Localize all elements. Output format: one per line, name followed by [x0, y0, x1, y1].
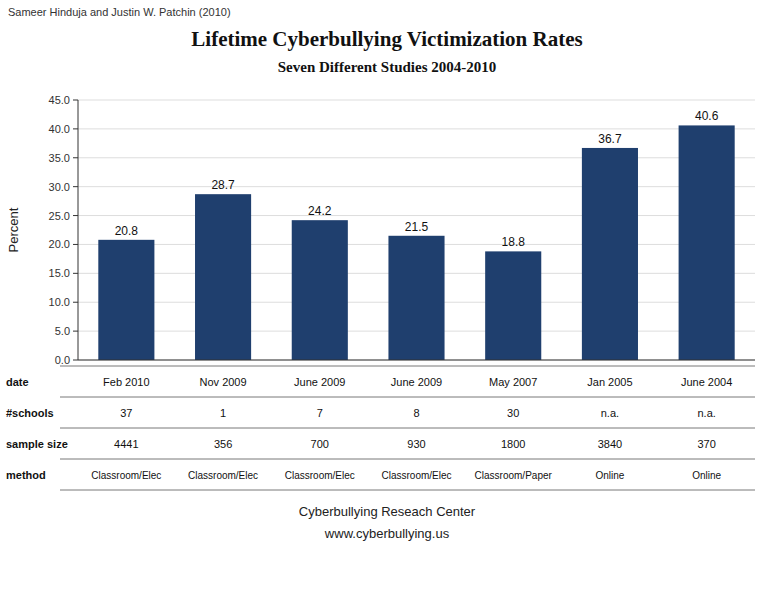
y-axis-line: [78, 100, 79, 360]
tick-label: 35.0: [49, 152, 70, 164]
tick-label: 5.0: [55, 325, 70, 337]
table-cell: 370: [697, 438, 715, 450]
table-cell: n.a.: [697, 407, 715, 419]
table-row-label: date: [6, 376, 29, 388]
tick-label: 45.0: [49, 94, 70, 106]
data-label: 20.8: [115, 224, 139, 238]
table: date Feb 2010 Nov 2009 June 2009 June 2009 Ma…: [6, 366, 755, 490]
data-label: 36.7: [598, 132, 622, 146]
table-cell: 7: [317, 407, 323, 419]
table-row-label: sample size: [6, 438, 68, 450]
y-axis: 0.0 5.0 10.0 15.0 20.0 25.0 30.0 35.0 40.0 45.0: [49, 94, 755, 366]
table-cell: 37: [120, 407, 132, 419]
tick-mark: [73, 360, 78, 361]
tick-mark: [73, 244, 78, 245]
bar: [485, 251, 541, 360]
bar: [292, 220, 348, 360]
table-rule: [60, 490, 755, 491]
grid-line: [78, 360, 755, 361]
data-label: 28.7: [211, 178, 235, 192]
category-label: June 2009: [391, 376, 442, 388]
grid-line: [78, 186, 755, 187]
table-cell: 930: [407, 438, 425, 450]
tick-mark: [73, 157, 78, 158]
tick-label: 25.0: [49, 210, 70, 222]
tick-label: 20.0: [49, 238, 70, 250]
tick-mark: [73, 302, 78, 303]
table-cell: Classroom/Elec: [381, 470, 451, 481]
tick-mark: [73, 100, 78, 101]
table-row-label: #schools: [6, 407, 54, 419]
category-label: June 2009: [294, 376, 345, 388]
bar: [388, 236, 444, 360]
table-row-label: method: [6, 469, 46, 481]
bar: [195, 194, 251, 360]
table-cell: 1800: [501, 438, 525, 450]
table-cell: Classroom/Elec: [188, 470, 258, 481]
category-label: Jan 2005: [587, 376, 632, 388]
table-cell: Classroom/Paper: [475, 470, 553, 481]
data-label: 21.5: [405, 220, 429, 234]
subtitle: Seven Different Studies 2004-2010: [278, 59, 496, 75]
table-rule: [60, 397, 755, 398]
table-cell: 30: [507, 407, 519, 419]
table-rule: [60, 366, 755, 367]
table-rule: [60, 428, 755, 429]
table-cell: Online: [595, 470, 624, 481]
footer: Cyberbullying Reseach Center: [299, 504, 476, 519]
data-label: 40.6: [695, 109, 719, 123]
tick-label: 40.0: [49, 123, 70, 135]
grid-line: [78, 100, 755, 101]
table-cell: 8: [413, 407, 419, 419]
tick-mark: [73, 128, 78, 129]
table-cell: 1: [220, 407, 226, 419]
tick-label: 15.0: [49, 267, 70, 279]
tick-label: 30.0: [49, 181, 70, 193]
x-axis-line: [78, 360, 755, 361]
attribution: Sameer Hinduja and Justin W. Patchin (20…: [8, 6, 231, 18]
table-cell: n.a.: [601, 407, 619, 419]
data-label: 18.8: [502, 235, 526, 249]
axis-label: Percent: [6, 207, 21, 252]
data-labels: 20.8 28.7 24.2 21.5 18.8 36.7 40.6: [115, 109, 719, 249]
bar: [679, 125, 735, 360]
title: Lifetime Cyberbullying Victimization Rat…: [191, 27, 582, 51]
tick-mark: [73, 186, 78, 187]
grid-line: [78, 157, 755, 158]
grid-line: [78, 128, 755, 129]
category-label: Feb 2010: [103, 376, 149, 388]
bar: [98, 240, 154, 360]
category-label: June 2004: [681, 376, 732, 388]
chart: Sameer Hinduja and Justin W. Patchin (20…: [0, 0, 774, 591]
table-cell: Classroom/Elec: [91, 470, 161, 481]
category-label: May 2007: [489, 376, 537, 388]
table-cell: 356: [214, 438, 232, 450]
tick-mark: [73, 215, 78, 216]
table-cell: Online: [692, 470, 721, 481]
table-cell: 4441: [114, 438, 138, 450]
table-cell: 3840: [598, 438, 622, 450]
tick-mark: [73, 273, 78, 274]
bar: [582, 148, 638, 360]
tick-mark: [73, 331, 78, 332]
tick-label: 10.0: [49, 296, 70, 308]
bars: [98, 125, 734, 360]
table-rule: [60, 459, 755, 460]
tick-label: 0.0: [55, 354, 70, 366]
data-label: 24.2: [308, 204, 332, 218]
grid-line: [78, 215, 755, 216]
table-cell: 700: [311, 438, 329, 450]
category-label: Nov 2009: [200, 376, 247, 388]
footer: www.cyberbullying.us: [324, 526, 450, 541]
table-cell: Classroom/Elec: [285, 470, 355, 481]
